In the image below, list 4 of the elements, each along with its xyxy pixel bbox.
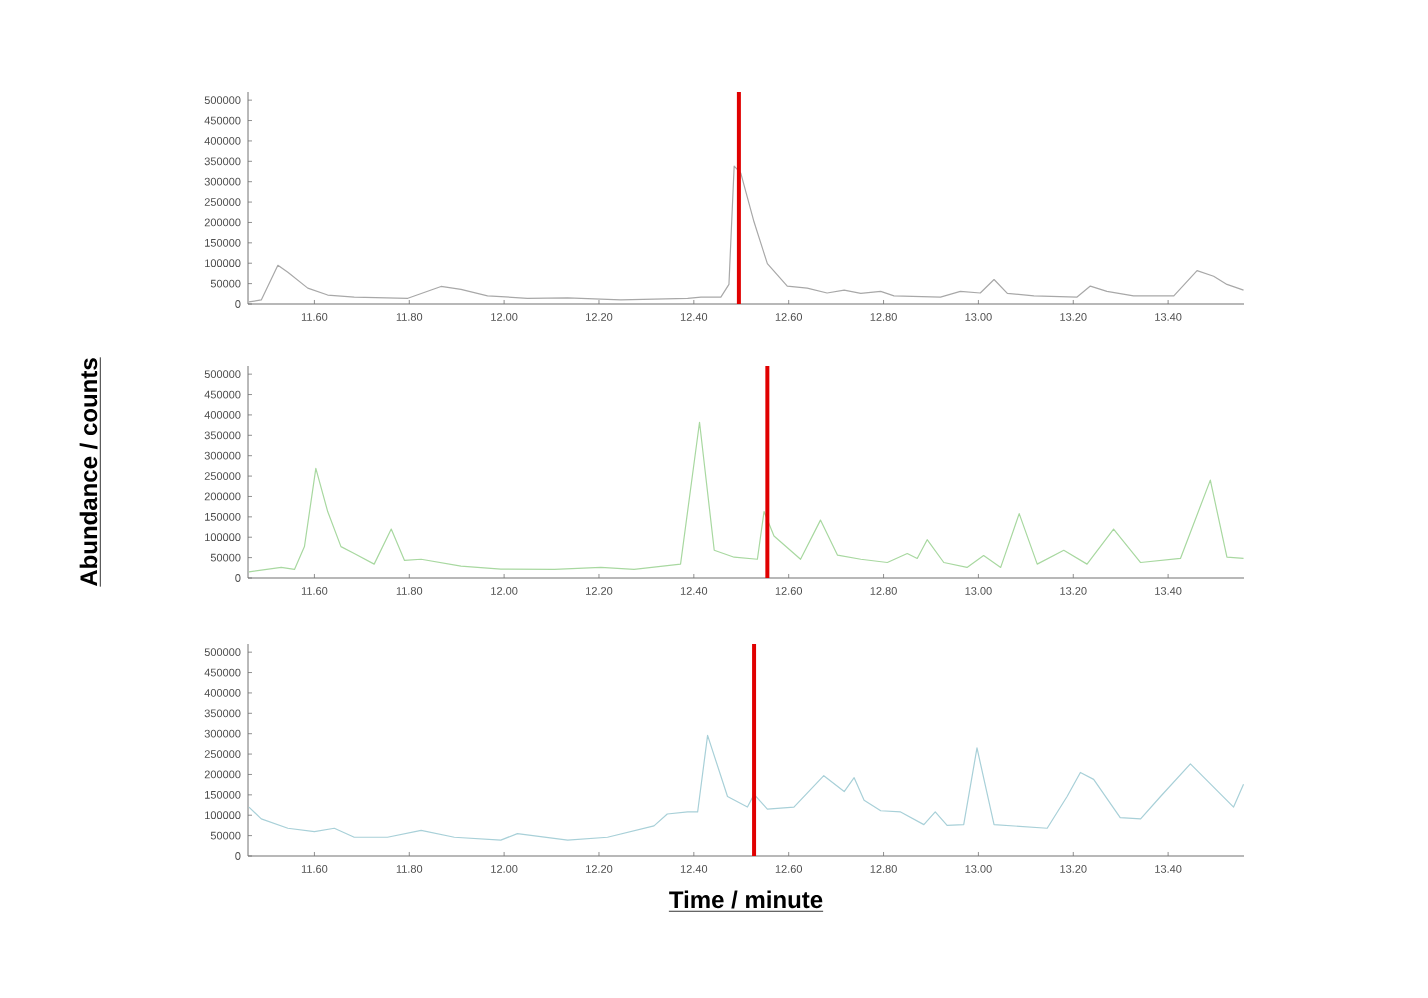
x-axis-title: Time / minute xyxy=(669,890,823,909)
y-axis-title: Abundance / counts xyxy=(79,358,98,587)
line-series xyxy=(248,734,1245,841)
line-series xyxy=(248,421,1245,573)
